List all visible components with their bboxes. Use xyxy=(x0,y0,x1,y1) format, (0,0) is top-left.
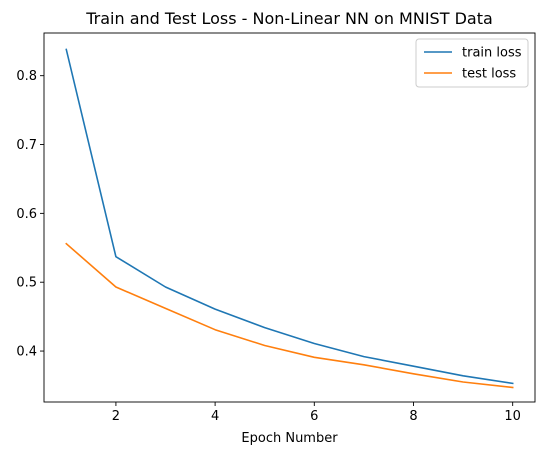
data-point xyxy=(66,243,68,245)
data-point xyxy=(264,327,266,329)
data-point xyxy=(165,286,167,288)
data-point xyxy=(66,49,68,51)
data-point xyxy=(115,286,117,288)
data-point xyxy=(313,356,315,358)
y-tick-label: 0.6 xyxy=(16,207,37,222)
plot-area xyxy=(65,48,514,389)
data-point xyxy=(462,375,464,377)
series-line-1 xyxy=(65,242,514,389)
x-tick-label: 6 xyxy=(310,409,318,424)
data-point xyxy=(413,373,415,375)
y-tick-label: 0.7 xyxy=(16,138,37,153)
legend-box xyxy=(415,38,529,88)
data-point xyxy=(363,364,365,366)
data-point xyxy=(512,387,514,389)
x-axis-title: Epoch Number xyxy=(241,431,338,446)
x-tick-label: 4 xyxy=(211,409,219,424)
data-point xyxy=(214,308,216,310)
y-axis: 0.4 0.5 0.6 0.7 0.8 xyxy=(16,69,44,360)
data-point xyxy=(214,329,216,331)
data-point xyxy=(462,381,464,383)
data-point xyxy=(512,383,514,385)
data-point xyxy=(413,365,415,367)
legend-label: train loss xyxy=(462,46,522,61)
x-tick-label: 10 xyxy=(504,409,521,424)
legend-label: test loss xyxy=(462,67,516,82)
data-point xyxy=(313,343,315,345)
x-axis: 2 4 6 8 10 xyxy=(112,402,521,424)
series-line-0 xyxy=(65,48,514,385)
plot-frame xyxy=(43,32,536,403)
x-tick-label: 2 xyxy=(112,409,120,424)
y-tick-label: 0.4 xyxy=(16,345,37,360)
legend: train loss test loss xyxy=(415,38,529,88)
x-tick-label: 8 xyxy=(409,409,417,424)
y-tick-label: 0.5 xyxy=(16,276,37,291)
data-point xyxy=(115,256,117,258)
data-point xyxy=(165,308,167,310)
chart-title: Train and Test Loss - Non-Linear NN on M… xyxy=(85,9,493,28)
data-point xyxy=(264,345,266,347)
y-tick-label: 0.8 xyxy=(16,69,37,84)
data-point xyxy=(363,356,365,358)
